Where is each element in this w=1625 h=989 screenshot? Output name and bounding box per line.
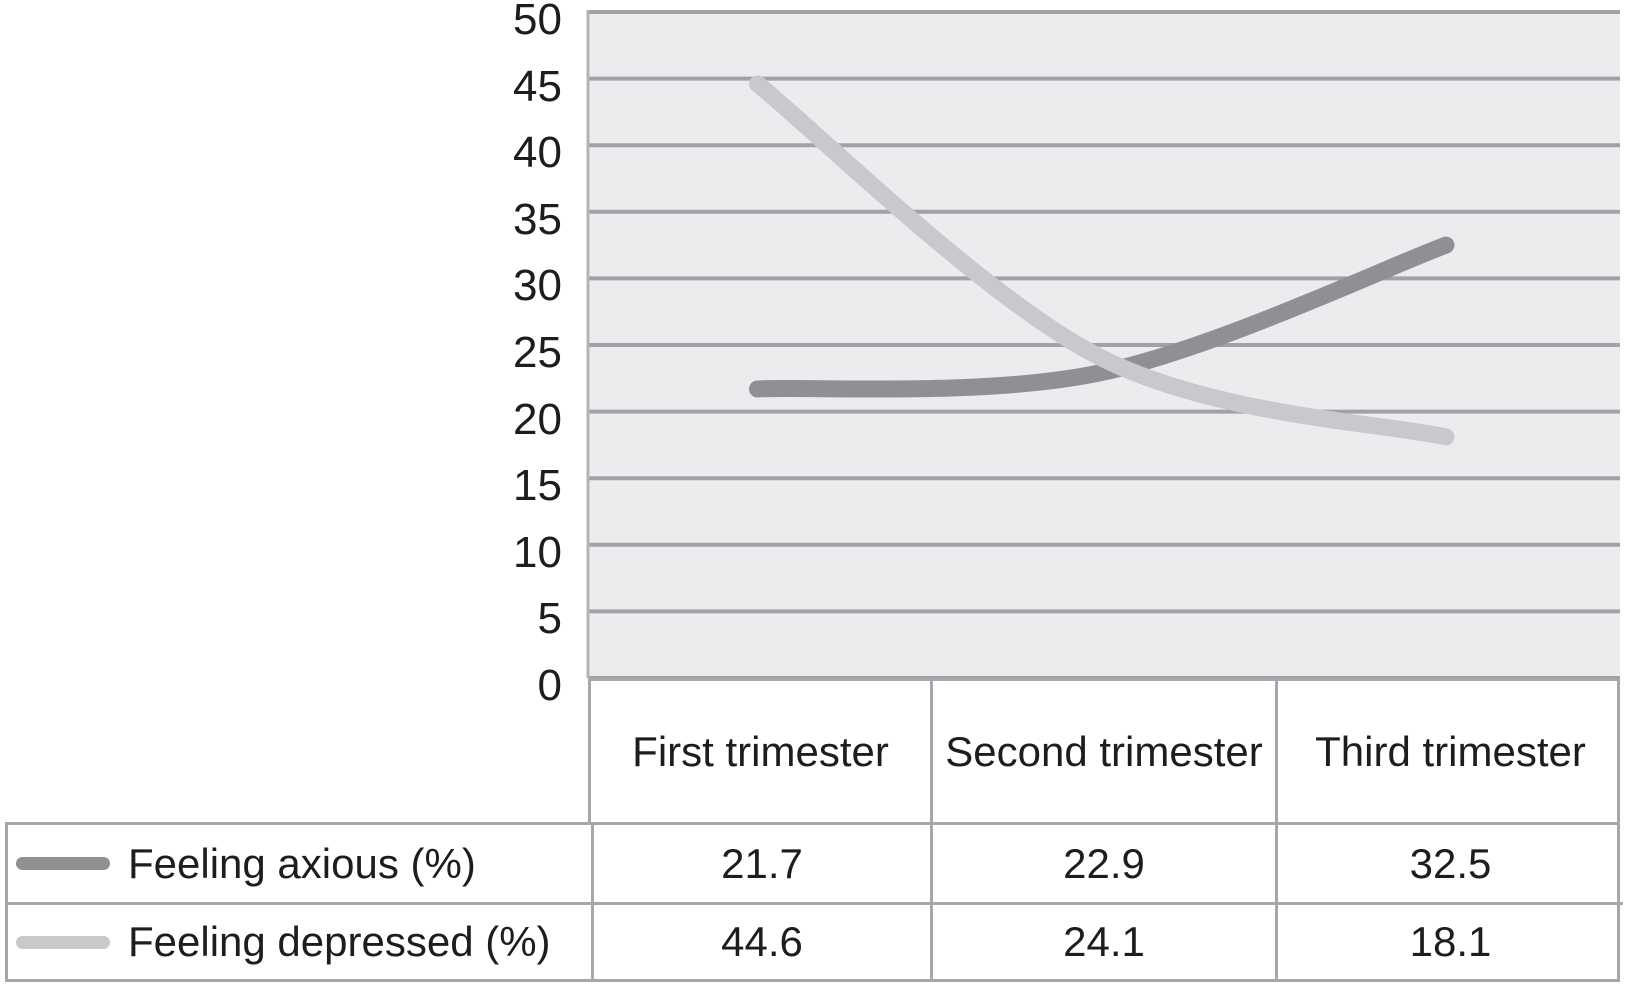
value-depressed-first: 44.6	[591, 902, 930, 979]
y-axis-tick-label-45: 45	[513, 61, 562, 111]
legend-cell-anxious: Feeling axious (%)	[8, 825, 591, 902]
y-axis-tick-label-35: 35	[513, 194, 562, 244]
y-axis: 0 5 10 15 20 25 30 35 40 45 50	[0, 0, 562, 710]
value-anxious-first: 21.7	[591, 825, 930, 902]
y-axis-tick-label-40: 40	[513, 128, 562, 178]
legend-line-anxious-icon	[16, 857, 110, 870]
category-header-third-trimester: Third trimester	[1275, 681, 1623, 822]
y-axis-tick-label-5: 5	[537, 594, 562, 644]
legend-label-depressed: Feeling depressed (%)	[128, 918, 551, 965]
category-header-second-trimester: Second trimester	[930, 681, 1275, 822]
y-axis-tick-label-20: 20	[513, 394, 562, 444]
y-axis-tick-label-50: 50	[513, 0, 562, 44]
y-axis-tick-label-15: 15	[513, 461, 562, 511]
legend-cell-depressed: Feeling depressed (%)	[8, 902, 591, 979]
value-anxious-third: 32.5	[1275, 825, 1623, 902]
value-depressed-third: 18.1	[1275, 902, 1623, 979]
legend-line-depressed-icon	[16, 935, 110, 949]
y-axis-tick-label-30: 30	[513, 261, 562, 311]
data-table-body: Feeling axious (%) 21.7 22.9 32.5 Feelin…	[5, 822, 1623, 982]
category-header-first-trimester: First trimester	[632, 727, 889, 775]
y-axis-tick-label-10: 10	[513, 527, 562, 577]
y-axis-tick-label-25: 25	[513, 328, 562, 377]
value-depressed-second: 24.1	[930, 902, 1275, 979]
y-axis-tick-label-0: 0	[537, 661, 562, 710]
series-line-anxious	[749, 236, 1455, 398]
legend-label-anxious: Feeling axious (%)	[128, 839, 476, 887]
series-line-depressed	[749, 75, 1455, 446]
category-header-row: First trimester Second trimester Third t…	[588, 678, 1620, 822]
value-anxious-second: 22.9	[930, 825, 1275, 902]
